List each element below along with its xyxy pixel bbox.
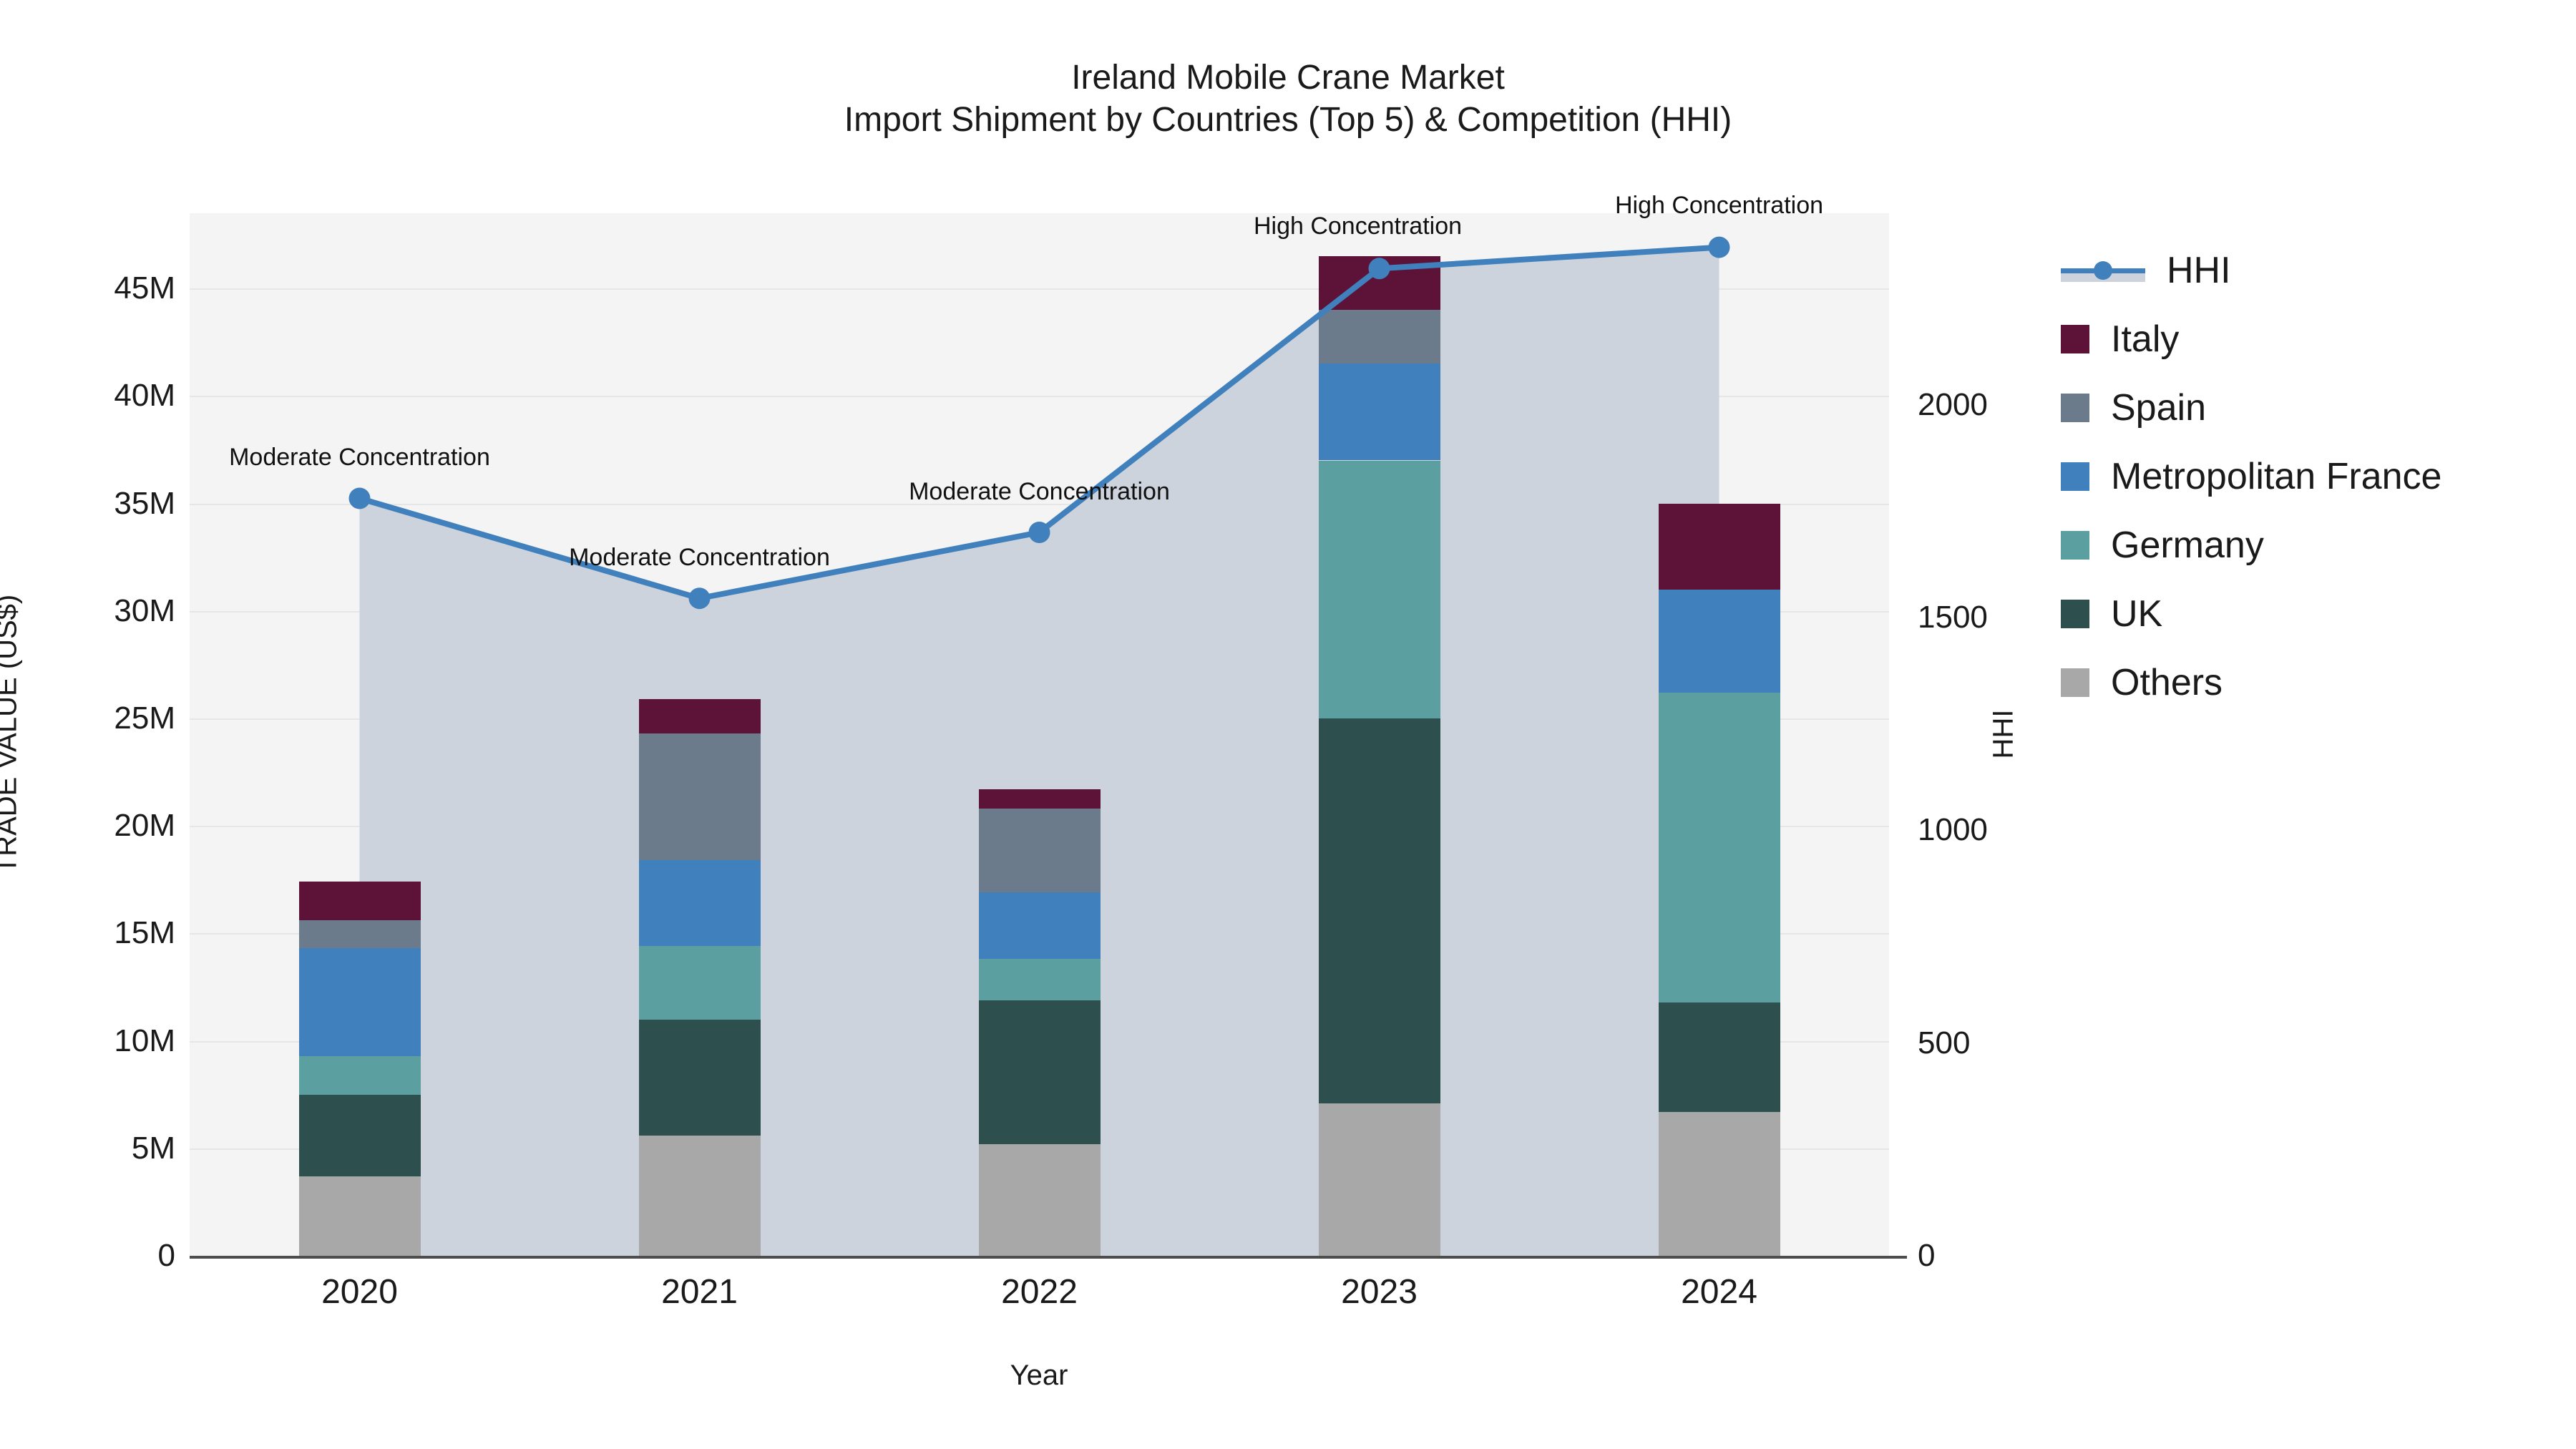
y-axis-left-tick: 25M [114,700,175,736]
hhi-marker[interactable] [688,587,711,610]
y-axis-right-tick: 1500 [1918,599,1988,635]
bar-segment-spain[interactable] [638,733,761,861]
bar-segment-uk[interactable] [978,1000,1101,1144]
hhi-annotation: Moderate Concentration [569,544,830,572]
chart-subtitle: Import Shipment by Countries (Top 5) & C… [844,100,1732,139]
legend-swatch-icon [2061,600,2089,628]
bar-group[interactable] [298,213,421,1256]
bar-segment-others[interactable] [298,1176,421,1256]
bar-segment-others[interactable] [978,1143,1101,1256]
bar-segment-germany[interactable] [1658,692,1780,1002]
legend-item-italy[interactable]: Italy [2061,305,2441,374]
legend-item-others[interactable]: Others [2061,648,2441,717]
bar-segment-uk[interactable] [638,1019,761,1136]
legend-item-spain[interactable]: Spain [2061,374,2441,442]
legend-item-uk[interactable]: UK [2061,580,2441,648]
bar-segment-spain[interactable] [298,920,421,949]
gridline [190,396,1889,398]
legend-label: HHI [2167,250,2231,291]
x-axis-line [190,1256,1907,1259]
bar-group[interactable] [978,213,1101,1256]
hhi-annotation: Moderate Concentration [909,478,1170,506]
legend-label: Italy [2111,318,2180,360]
bar-segment-spain[interactable] [1318,310,1440,364]
y-axis-right-label: HHI [1987,709,2019,759]
hhi-annotation: Moderate Concentration [229,444,490,472]
bar-segment-italy[interactable] [298,882,421,921]
bar-segment-italy[interactable] [1658,503,1780,590]
y-axis-left-tick: 40M [114,378,175,414]
x-axis-label: Year [1010,1360,1068,1391]
bar-segment-spain[interactable] [978,809,1101,893]
legend-swatch-icon [2061,668,2089,697]
legend-label: Others [2111,662,2223,703]
bar-segment-germany[interactable] [978,959,1101,1000]
y-axis-left-tick: 5M [131,1130,175,1166]
chart-title-block: Ireland Mobile Crane Market Import Shipm… [0,57,2576,141]
y-axis-right-tick: 2000 [1918,386,1988,422]
legend-swatch-icon [2061,394,2089,422]
plot-area [190,213,1889,1256]
bar-segment-italy[interactable] [638,698,761,733]
legend-item-metropolitan-france[interactable]: Metropolitan France [2061,442,2441,511]
chart-title: Ireland Mobile Crane Market [1071,59,1505,97]
y-axis-right-tick: 0 [1918,1238,1936,1273]
bar-segment-others[interactable] [1658,1111,1780,1256]
legend-label: UK [2111,593,2163,635]
bar-segment-italy[interactable] [978,789,1101,809]
y-axis-right-tick: 500 [1918,1025,1971,1060]
hhi-annotation: High Concentration [1253,213,1463,240]
hhi-line-icon [2061,256,2145,285]
y-axis-left-tick: 10M [114,1023,175,1058]
gridline [190,503,1889,505]
y-axis-left-tick: 20M [114,808,175,844]
bar-segment-metropolitan-france[interactable] [978,892,1101,960]
legend-swatch-icon [2061,531,2089,560]
bar-segment-germany[interactable] [638,946,761,1020]
x-axis-tick: 2022 [1001,1273,1078,1311]
legend-label: Metropolitan France [2111,456,2442,497]
hhi-line [358,244,1719,602]
chart-legend: HHI Italy Spain Metropolitan France Germany U… [2061,236,2441,717]
y-axis-left-tick: 30M [114,592,175,628]
legend-item-hhi[interactable]: HHI [2061,236,2441,305]
bar-segment-metropolitan-france[interactable] [638,860,761,947]
bar-group[interactable] [1658,213,1780,1256]
y-axis-left-tick: 45M [114,270,175,306]
legend-label: Germany [2111,525,2264,566]
bar-group[interactable] [638,213,761,1256]
legend-swatch-icon [2061,325,2089,353]
y-axis-left-tick: 15M [114,915,175,951]
x-axis-tick: 2024 [1681,1273,1757,1311]
bar-segment-others[interactable] [1318,1103,1440,1256]
y-axis-left-tick: 0 [157,1238,175,1273]
hhi-marker[interactable] [348,487,371,509]
hhi-marker[interactable] [1028,522,1050,544]
bar-segment-uk[interactable] [1318,718,1440,1103]
hhi-annotation: High Concentration [1614,191,1824,219]
legend-label: Spain [2111,387,2206,429]
x-axis-tick: 2020 [321,1273,398,1311]
bar-segment-germany[interactable] [1318,460,1440,718]
bar-segment-others[interactable] [638,1135,761,1256]
bar-segment-metropolitan-france[interactable] [298,948,421,1056]
legend-item-germany[interactable]: Germany [2061,511,2441,580]
x-axis-tick: 2023 [1341,1273,1418,1311]
y-axis-left-tick: 35M [114,485,175,521]
gridline [190,288,1889,291]
y-axis-right-tick: 1000 [1918,812,1988,848]
x-axis-tick: 2021 [661,1273,738,1311]
hhi-marker[interactable] [1368,258,1390,280]
bar-segment-uk[interactable] [298,1094,421,1176]
bar-segment-metropolitan-france[interactable] [1658,589,1780,693]
hhi-line-series [348,236,1730,610]
legend-swatch-icon [2061,462,2089,491]
y-axis-left-label: TRADE VALUE (US$) [0,594,23,874]
bar-segment-metropolitan-france[interactable] [1318,364,1440,461]
bar-segment-uk[interactable] [1658,1002,1780,1112]
hhi-marker[interactable] [1708,236,1730,258]
bar-segment-germany[interactable] [298,1055,421,1095]
